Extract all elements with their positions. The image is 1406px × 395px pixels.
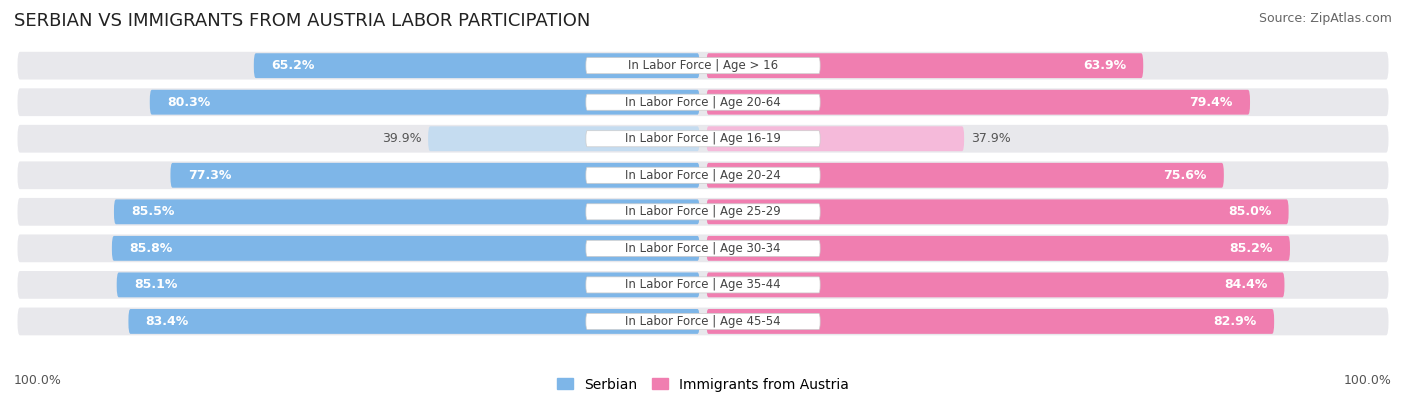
FancyBboxPatch shape bbox=[17, 235, 1389, 262]
Legend: Serbian, Immigrants from Austria: Serbian, Immigrants from Austria bbox=[551, 372, 855, 395]
Text: 100.0%: 100.0% bbox=[14, 374, 62, 387]
FancyBboxPatch shape bbox=[706, 236, 1289, 261]
FancyBboxPatch shape bbox=[427, 126, 700, 151]
FancyBboxPatch shape bbox=[17, 271, 1389, 299]
Text: In Labor Force | Age 25-29: In Labor Force | Age 25-29 bbox=[626, 205, 780, 218]
Text: In Labor Force | Age 35-44: In Labor Force | Age 35-44 bbox=[626, 278, 780, 292]
FancyBboxPatch shape bbox=[17, 198, 1389, 226]
Text: 85.2%: 85.2% bbox=[1229, 242, 1272, 255]
FancyBboxPatch shape bbox=[586, 204, 820, 220]
FancyBboxPatch shape bbox=[706, 273, 1285, 297]
Text: In Labor Force | Age 20-24: In Labor Force | Age 20-24 bbox=[626, 169, 780, 182]
FancyBboxPatch shape bbox=[586, 94, 820, 110]
FancyBboxPatch shape bbox=[586, 131, 820, 147]
Text: 65.2%: 65.2% bbox=[271, 59, 315, 72]
Text: 85.1%: 85.1% bbox=[134, 278, 177, 292]
FancyBboxPatch shape bbox=[254, 53, 700, 78]
FancyBboxPatch shape bbox=[706, 163, 1223, 188]
Text: 85.5%: 85.5% bbox=[131, 205, 174, 218]
FancyBboxPatch shape bbox=[586, 277, 820, 293]
FancyBboxPatch shape bbox=[17, 125, 1389, 152]
FancyBboxPatch shape bbox=[17, 52, 1389, 79]
Text: In Labor Force | Age 30-34: In Labor Force | Age 30-34 bbox=[626, 242, 780, 255]
FancyBboxPatch shape bbox=[170, 163, 700, 188]
FancyBboxPatch shape bbox=[586, 167, 820, 183]
FancyBboxPatch shape bbox=[586, 58, 820, 74]
Text: 100.0%: 100.0% bbox=[1344, 374, 1392, 387]
Text: 85.0%: 85.0% bbox=[1227, 205, 1271, 218]
FancyBboxPatch shape bbox=[706, 53, 1143, 78]
Text: In Labor Force | Age 16-19: In Labor Force | Age 16-19 bbox=[626, 132, 780, 145]
Text: 63.9%: 63.9% bbox=[1083, 59, 1126, 72]
Text: 75.6%: 75.6% bbox=[1163, 169, 1206, 182]
FancyBboxPatch shape bbox=[706, 90, 1250, 115]
FancyBboxPatch shape bbox=[586, 240, 820, 256]
Text: In Labor Force | Age 45-54: In Labor Force | Age 45-54 bbox=[626, 315, 780, 328]
Text: 84.4%: 84.4% bbox=[1223, 278, 1267, 292]
FancyBboxPatch shape bbox=[586, 313, 820, 329]
FancyBboxPatch shape bbox=[706, 309, 1274, 334]
Text: SERBIAN VS IMMIGRANTS FROM AUSTRIA LABOR PARTICIPATION: SERBIAN VS IMMIGRANTS FROM AUSTRIA LABOR… bbox=[14, 12, 591, 30]
FancyBboxPatch shape bbox=[17, 308, 1389, 335]
Text: 83.4%: 83.4% bbox=[146, 315, 188, 328]
FancyBboxPatch shape bbox=[17, 88, 1389, 116]
Text: 80.3%: 80.3% bbox=[167, 96, 211, 109]
Text: 82.9%: 82.9% bbox=[1213, 315, 1257, 328]
Text: 85.8%: 85.8% bbox=[129, 242, 173, 255]
FancyBboxPatch shape bbox=[706, 126, 965, 151]
Text: In Labor Force | Age 20-64: In Labor Force | Age 20-64 bbox=[626, 96, 780, 109]
Text: 37.9%: 37.9% bbox=[972, 132, 1011, 145]
FancyBboxPatch shape bbox=[114, 199, 700, 224]
FancyBboxPatch shape bbox=[128, 309, 700, 334]
FancyBboxPatch shape bbox=[112, 236, 700, 261]
Text: 77.3%: 77.3% bbox=[187, 169, 231, 182]
Text: Source: ZipAtlas.com: Source: ZipAtlas.com bbox=[1258, 12, 1392, 25]
FancyBboxPatch shape bbox=[117, 273, 700, 297]
Text: 79.4%: 79.4% bbox=[1189, 96, 1233, 109]
FancyBboxPatch shape bbox=[706, 199, 1289, 224]
FancyBboxPatch shape bbox=[17, 162, 1389, 189]
Text: In Labor Force | Age > 16: In Labor Force | Age > 16 bbox=[628, 59, 778, 72]
FancyBboxPatch shape bbox=[150, 90, 700, 115]
Text: 39.9%: 39.9% bbox=[381, 132, 422, 145]
